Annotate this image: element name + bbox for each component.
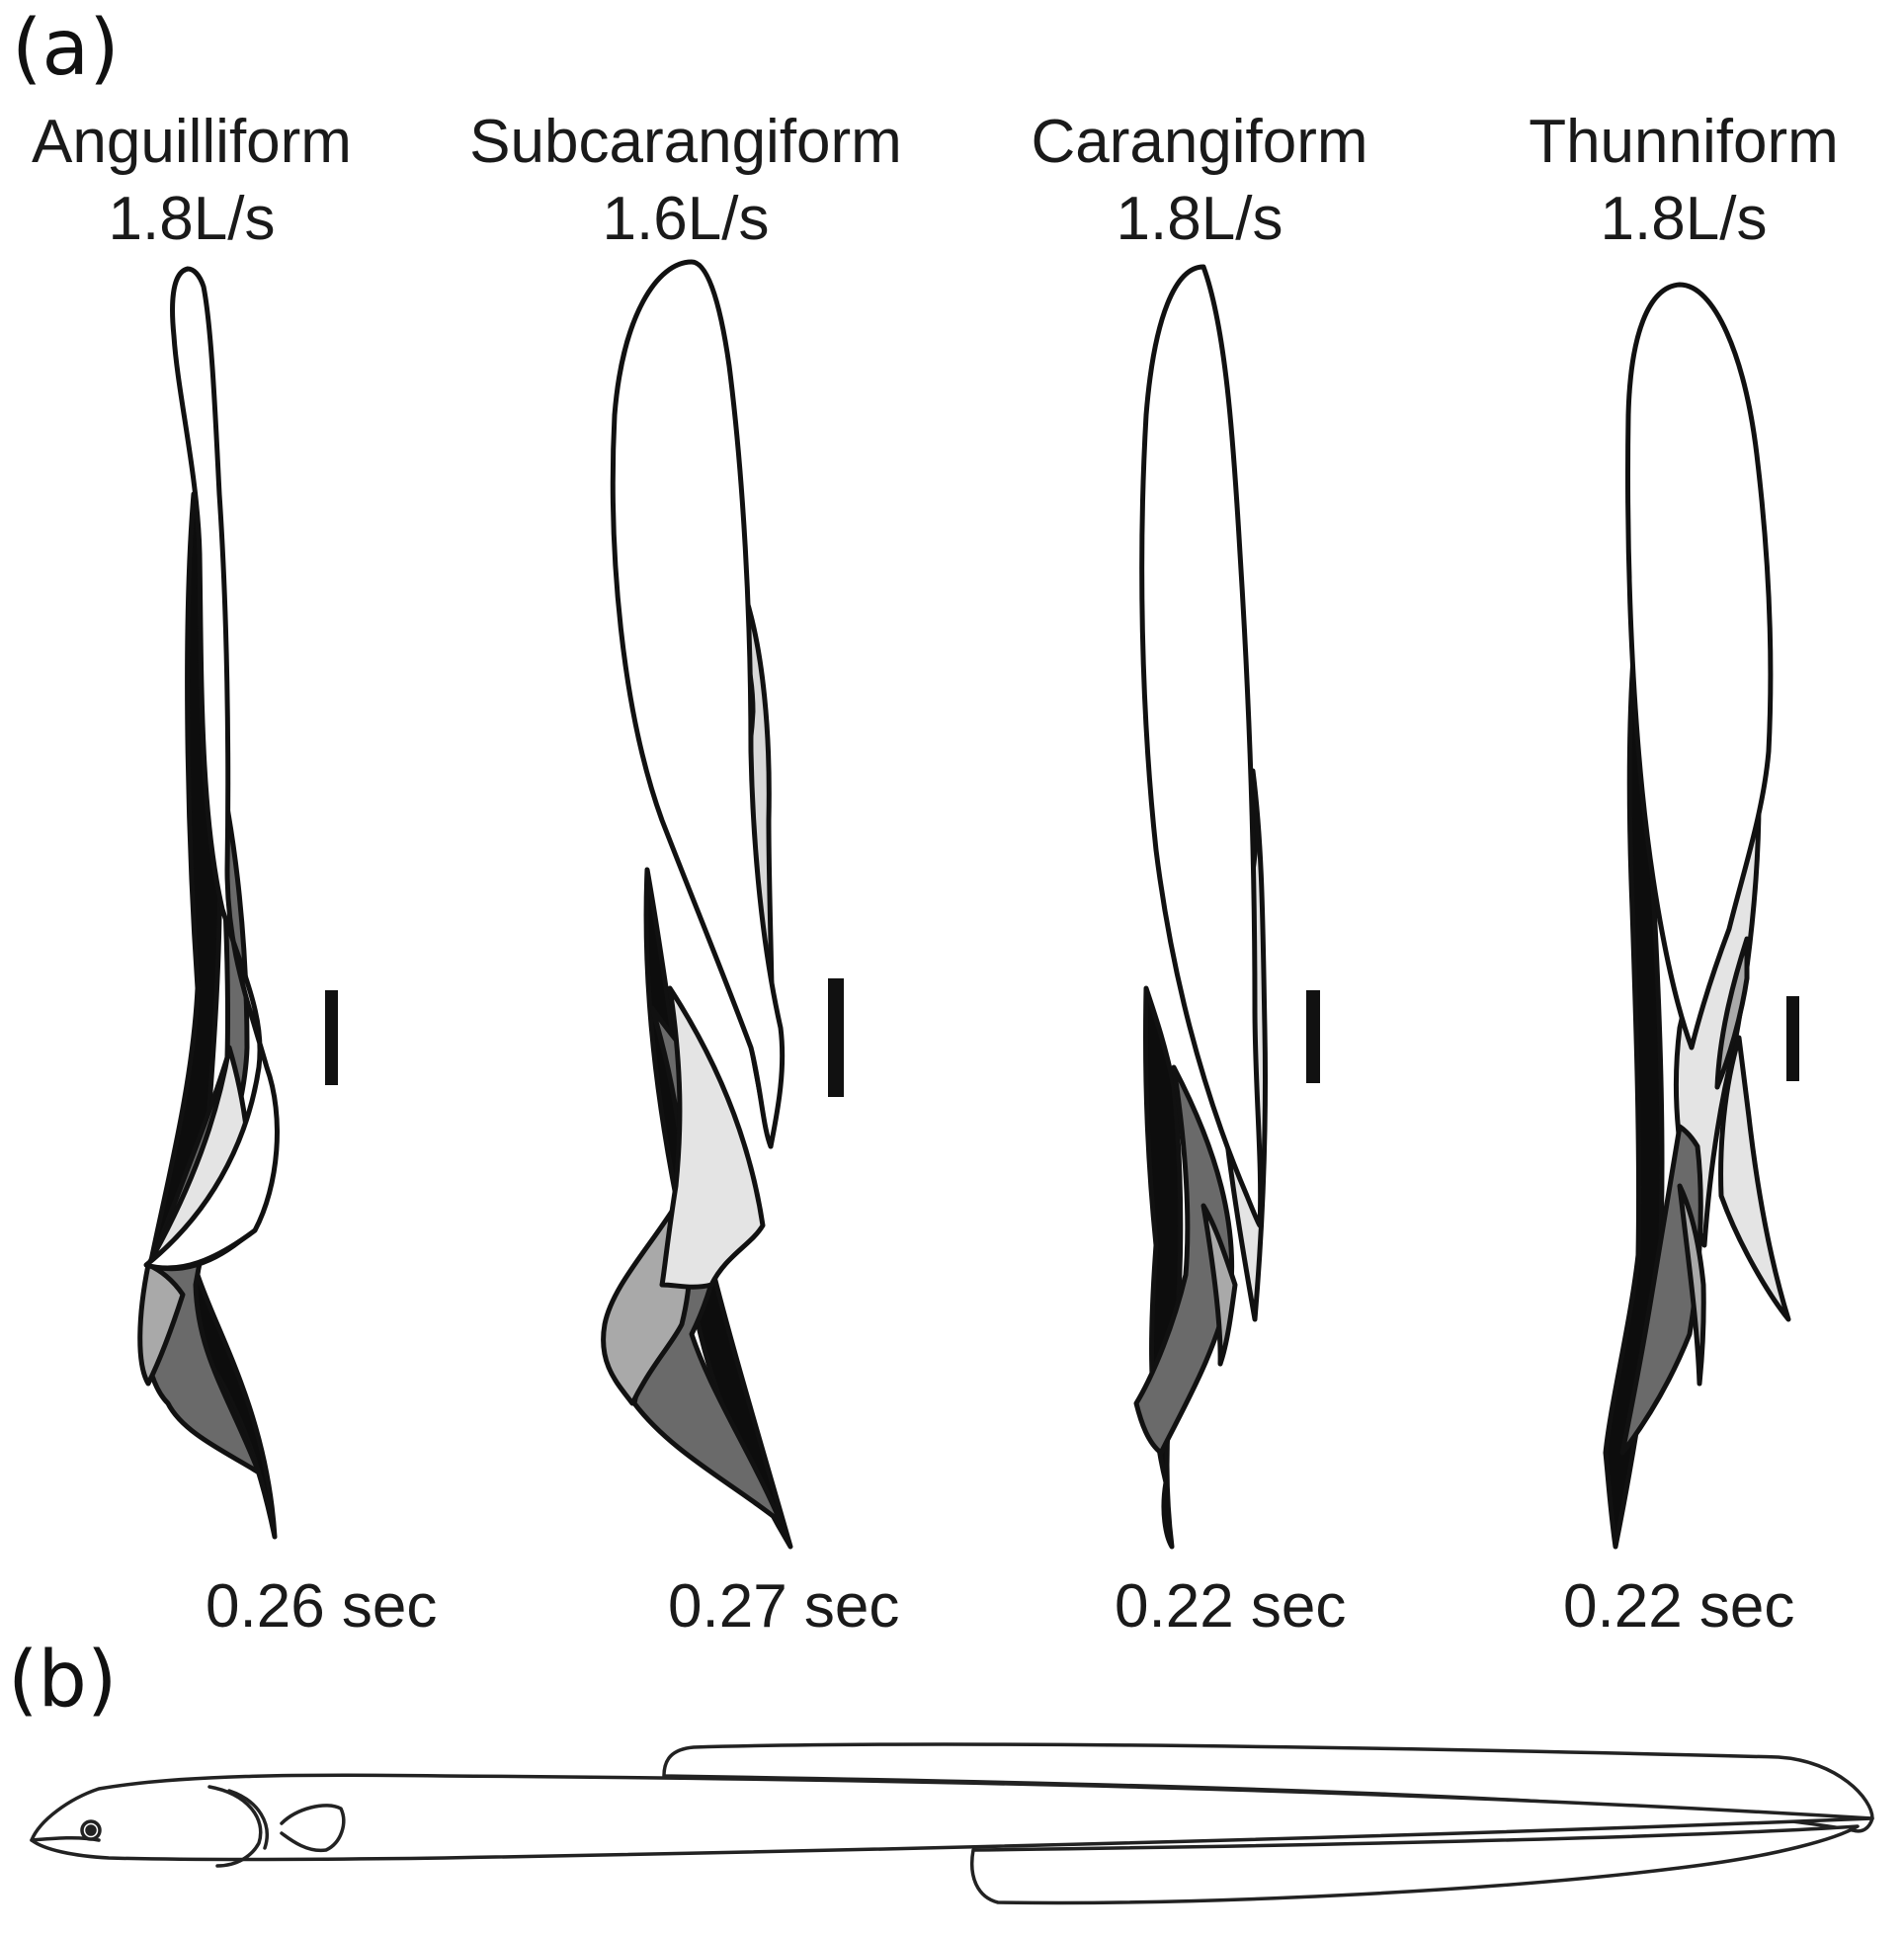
mode-name: Carangiform [1031,108,1368,176]
eel-gill-line-inner [227,1789,269,1850]
period-subcarangiform: 0.27 sec [668,1572,900,1641]
mode-name: Subcarangiform [469,108,902,176]
mode-thunniform-header: Thunniform 1.8L/s [1427,104,1904,257]
scale-bar-anguilliform [325,990,338,1085]
subcarangiform-midline-frames [601,259,793,1550]
period-thunniform: 0.22 sec [1563,1572,1795,1641]
mode-speed: 1.8L/s [1116,184,1283,253]
scale-bar-carangiform [1306,990,1320,1083]
eel-pectoral-fin [280,1804,346,1853]
body-outline [1625,282,1774,1051]
frame-mid [1677,1183,1706,1387]
eel-anal-fin [970,1824,1860,1905]
eel-body [30,1773,1874,1862]
body-outline [1139,264,1264,1228]
eel-pupil [85,1824,97,1836]
panel-a-label: (a) [12,4,120,93]
frame-mid-upper [1714,936,1750,1090]
thunniform-midline-frames [1603,282,1791,1550]
mode-speed: 1.8L/s [1600,184,1768,253]
scale-bar-subcarangiform [828,978,844,1097]
mode-anguilliform-header: Anguilliform 1.8L/s [0,104,449,257]
frame-dark [1133,1064,1235,1456]
period-anguilliform: 0.26 sec [206,1572,438,1641]
mode-subcarangiform-header: Subcarangiform 1.6L/s [429,104,943,257]
body-outline [143,266,280,1271]
body-outline [610,259,786,1149]
mode-speed: 1.8L/s [108,184,276,253]
scale-bar-thunniform [1786,996,1799,1081]
panel-b-label: (b) [8,1636,118,1725]
carangiform-midline-frames [1133,264,1269,1550]
mode-name: Anguilliform [32,108,352,176]
eel-illustration [30,1742,1874,1905]
frame-mid [1200,1203,1238,1367]
mode-carangiform-header: Carangiform 1.8L/s [943,104,1456,257]
mode-name: Thunniform [1529,108,1839,176]
eel-gill-line [207,1785,263,1868]
frame-mid [137,1262,186,1387]
mode-speed: 1.6L/s [602,184,770,253]
anguilliform-midline-frames [137,266,280,1540]
frame-light [659,985,766,1290]
frame-light [1718,1035,1791,1322]
period-carangiform: 0.22 sec [1115,1572,1347,1641]
